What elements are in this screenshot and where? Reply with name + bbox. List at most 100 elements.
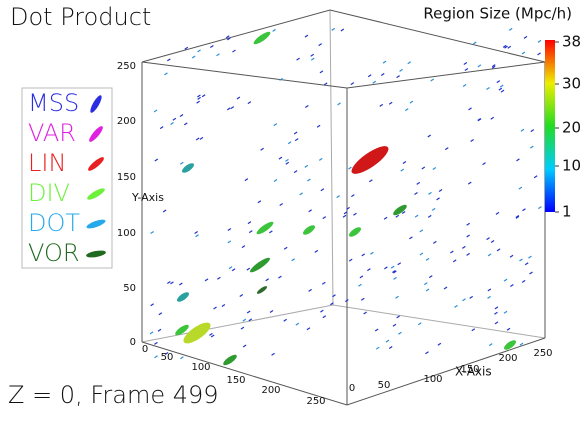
glyph (241, 245, 246, 249)
glyph (472, 41, 477, 45)
glyph (283, 246, 288, 250)
glyph (170, 281, 174, 285)
glyph (454, 304, 458, 308)
y-axis-label: Y-Axis (131, 191, 164, 204)
glyph (236, 96, 241, 100)
glyph (306, 327, 311, 331)
glyph (256, 221, 274, 235)
x-tick-label: 200 (261, 385, 280, 396)
glyph (278, 275, 282, 279)
cube (141, 9, 546, 406)
glyph (303, 225, 315, 235)
glyph (414, 191, 418, 195)
colorbar-tick-label: 20 (562, 119, 580, 137)
legend-glyph (87, 188, 105, 200)
title: Dot Product (10, 3, 151, 31)
legend-label: MSS (28, 89, 79, 117)
colorbar-ticks: 38 30 20 10 1 (555, 33, 580, 221)
footer: Z = 0, Frame 499 (8, 381, 219, 409)
glyph (477, 118, 482, 122)
glyph (283, 318, 288, 322)
glyph (515, 215, 520, 219)
glyph (183, 122, 188, 126)
glyph (499, 84, 504, 88)
glyph (372, 80, 377, 84)
glyph (285, 161, 290, 165)
glyph (336, 195, 340, 199)
glyph (519, 258, 523, 262)
x-axis-label: X-Axis (455, 365, 492, 379)
glyph (240, 326, 245, 330)
glyph (294, 138, 299, 142)
glyph (380, 72, 385, 76)
glyph (428, 191, 432, 195)
glyph (346, 206, 350, 210)
glyph (537, 39, 542, 43)
glyph (396, 315, 400, 319)
glyph (157, 328, 162, 332)
glyph (195, 137, 200, 141)
glyph (265, 278, 270, 282)
y-tick-label: 200 (117, 116, 136, 127)
glyph (430, 78, 435, 82)
glyph (322, 216, 327, 220)
glyph (402, 160, 407, 164)
glyph (530, 129, 535, 133)
glyph (330, 302, 334, 306)
glyph (393, 276, 397, 280)
x-tick-label: 0 (142, 344, 148, 355)
glyph (179, 282, 183, 286)
glyph (164, 351, 169, 355)
glyph (349, 227, 361, 237)
glyph (388, 101, 393, 105)
glyph (509, 254, 514, 258)
glyph (316, 124, 321, 128)
glyph (227, 228, 232, 232)
glyph (353, 212, 357, 216)
glyph (256, 286, 268, 294)
glyph (175, 324, 189, 336)
glyph (437, 342, 442, 346)
glyph (250, 257, 270, 273)
y-tick-label: 250 (117, 61, 136, 72)
z-tick-label: 100 (423, 374, 442, 385)
glyph (477, 64, 482, 68)
glyph (444, 147, 449, 151)
glyph (204, 278, 209, 282)
legend-label: DIV (28, 179, 70, 207)
glyph (466, 222, 470, 226)
z-tick-label: 0 (349, 383, 355, 394)
glyph (491, 65, 496, 69)
glyph (295, 322, 300, 326)
glyph (390, 265, 395, 269)
glyph (490, 240, 495, 244)
glyph (375, 346, 380, 350)
glyph (226, 37, 231, 41)
glyph (404, 108, 409, 112)
legend-glyph (86, 250, 106, 258)
glyph (177, 292, 189, 302)
legend-label: VAR (28, 119, 76, 147)
glyph (197, 96, 201, 100)
glyph (158, 312, 163, 316)
glyph (153, 109, 158, 113)
glyph (318, 157, 323, 161)
colorbar-tick-label: 10 (562, 157, 580, 175)
glyph (416, 181, 421, 185)
glyph (487, 253, 492, 257)
y-tick-label: 0 (130, 337, 136, 348)
glyph (184, 46, 189, 50)
glyph (150, 303, 154, 307)
glyph (399, 68, 403, 72)
glyph (216, 53, 220, 57)
legend-label: DOT (28, 209, 80, 237)
glyph (342, 214, 347, 218)
x-tick-label: 250 (306, 396, 325, 407)
glyph (409, 236, 413, 240)
glyph (506, 327, 511, 331)
glyph (538, 206, 542, 210)
glyph (427, 134, 432, 138)
glyph (273, 179, 278, 183)
glyph (159, 126, 164, 130)
